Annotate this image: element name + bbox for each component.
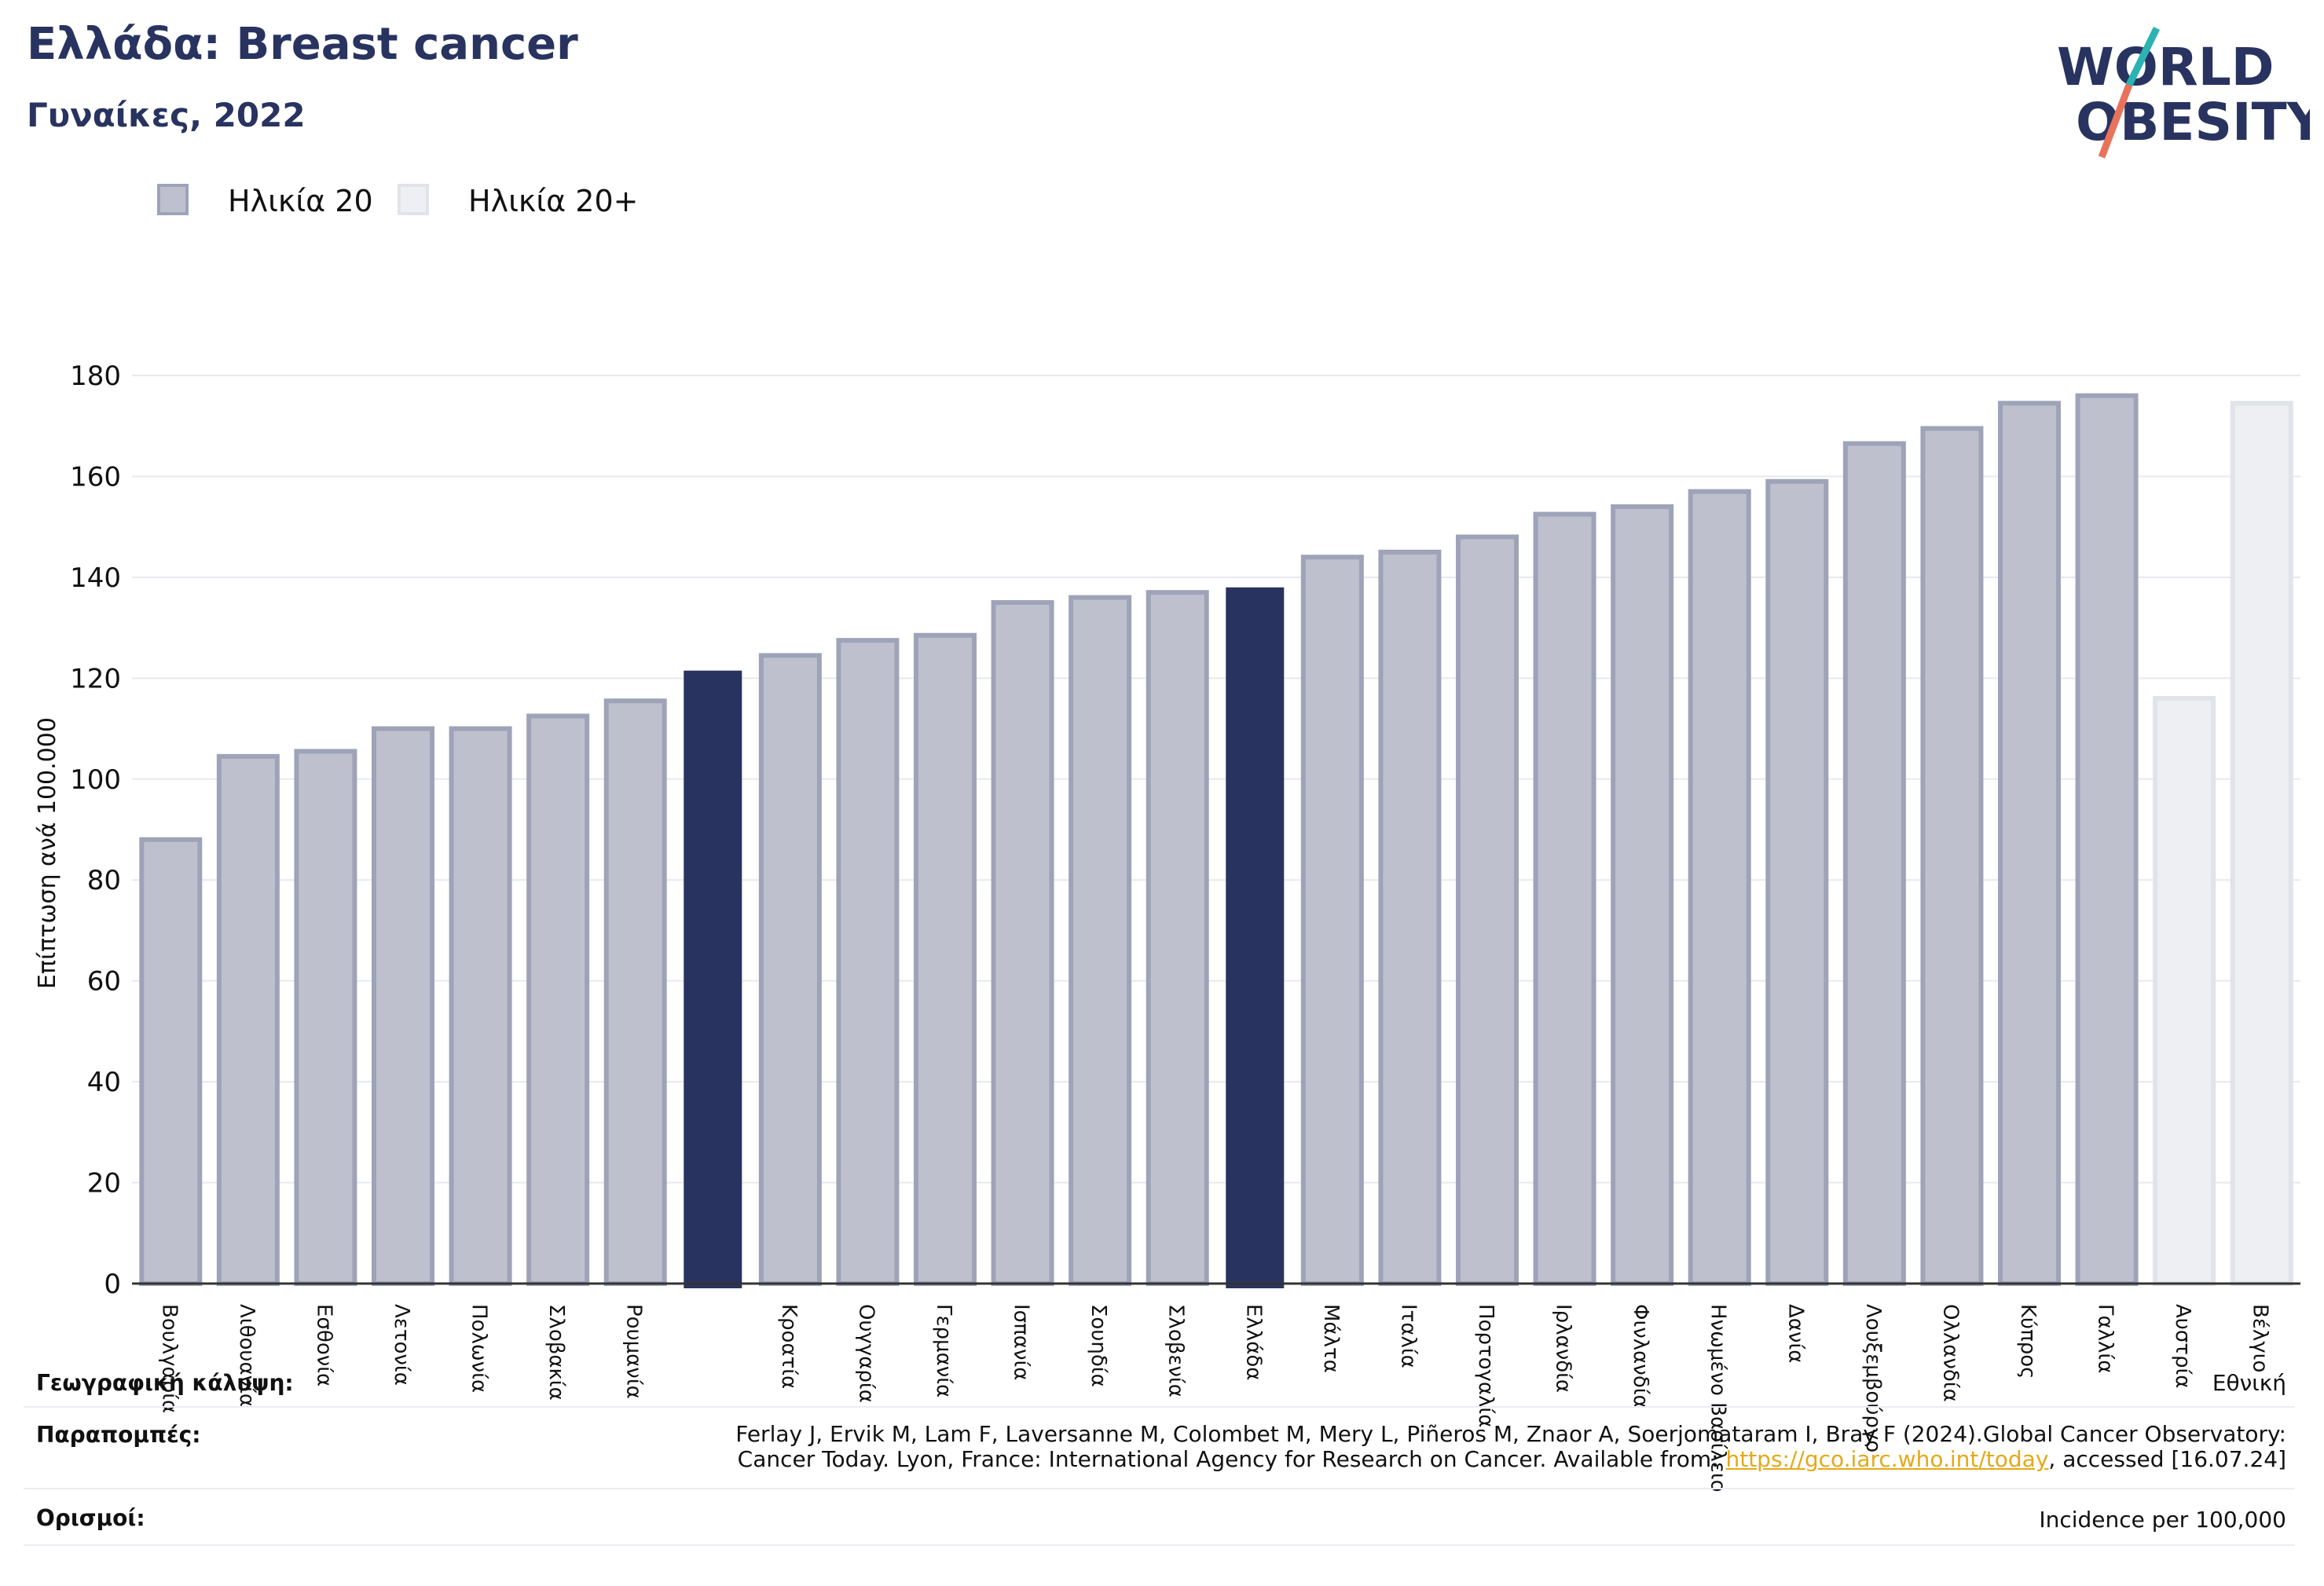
bar [1069, 595, 1132, 1286]
references-accessed: , accessed [16.07.24] [2048, 1446, 2286, 1472]
references-link[interactable]: https://gco.iarc.who.int/today [1725, 1446, 2049, 1472]
x-tick-label: Ισπανία [1010, 1304, 1033, 1380]
logo-slash-top [2125, 27, 2161, 86]
x-tick-label: Γαλλία [2094, 1304, 2117, 1373]
info-row-definitions: Ορισμοί: Incidence per 100,000 [24, 1488, 2294, 1546]
x-tick-label: Ηνωμένο Βασίλειο [1706, 1304, 1730, 1493]
logo-slash-bottom [2098, 83, 2133, 159]
legend-swatch [398, 184, 429, 215]
logo-graphic: WORLD OBESITY [2057, 27, 2324, 159]
bar [991, 600, 1054, 1286]
bars [139, 393, 2293, 1288]
x-tick-label: Σλοβενία [1164, 1304, 1188, 1397]
legend-label: Ηλικία 20 [228, 184, 373, 218]
bar [2075, 393, 2139, 1287]
y-tick-label: 160 [70, 461, 121, 493]
legend-swatch [157, 184, 189, 215]
x-tick-label: Λετονία [390, 1304, 413, 1386]
bar [1533, 511, 1596, 1286]
bar [1765, 478, 1829, 1286]
bar [294, 749, 357, 1286]
bar [1842, 441, 1906, 1287]
x-tick-label: Φινλανδία [1629, 1304, 1652, 1408]
y-tick-label: 100 [70, 764, 121, 796]
references-line-1: Ferlay J, Ervik M, Lam F, Laversanne M, … [735, 1421, 2286, 1447]
bar [684, 670, 742, 1288]
y-tick-label: 40 [87, 1067, 121, 1098]
x-tick-label: Δανία [1783, 1304, 1807, 1363]
bar [836, 638, 900, 1286]
y-tick-label: 80 [87, 865, 121, 896]
references-key: Παραπομπές: [36, 1422, 201, 1448]
x-tick-label: Λουξεμβούργο [1861, 1304, 1885, 1452]
x-tick-label: Μάλτα [1319, 1304, 1343, 1373]
x-tick-label: Πολωνία [467, 1304, 491, 1393]
references-text: Cancer Today. Lyon, France: Internationa… [737, 1446, 1726, 1472]
logo-line-1: WORLD [2057, 37, 2275, 97]
bar [526, 713, 590, 1286]
x-tick-label: Ιταλία [1396, 1304, 1420, 1368]
y-tick-label: 20 [87, 1168, 121, 1200]
x-tick-label: Ελλάδα [1241, 1304, 1265, 1380]
y-tick-label: 0 [104, 1269, 121, 1300]
legend-label: Ηλικία 20+ [468, 184, 639, 218]
bar [1226, 587, 1285, 1288]
definitions-value: Incidence per 100,000 [2039, 1507, 2286, 1533]
bar [449, 726, 512, 1286]
y-tick-label: 140 [70, 562, 121, 594]
references-line-2: Cancer Today. Lyon, France: Internationa… [735, 1447, 2286, 1472]
bar [2153, 696, 2216, 1286]
x-tick-label: Αυστρία [2171, 1304, 2194, 1388]
y-axis-label: Επίπτωση ανά 100.000 [34, 717, 61, 989]
x-tick-label: Ρουμανία [622, 1304, 646, 1399]
x-tick-label: Σλοβακία [544, 1304, 568, 1401]
bar [1456, 534, 1519, 1286]
bar [1998, 401, 2061, 1286]
y-tick-label: 180 [70, 361, 121, 392]
bar [603, 698, 667, 1286]
y-tick-label: 120 [70, 663, 121, 694]
x-tick-label: Βέλγιο [2249, 1304, 2272, 1372]
coverage-value: Εθνική [2212, 1370, 2286, 1396]
bar [2230, 401, 2293, 1286]
y-tick-label: 60 [87, 966, 121, 998]
x-tick-label: Λιθουανία [235, 1304, 258, 1407]
bar [372, 726, 434, 1286]
category-labels: Βουλγαρία Λιθουανία Εσθονία Λετονία Πολωνία Σ… [157, 1304, 2271, 1493]
y-axis-ticks: 0 20 40 60 80 100 120 140 160 180 [70, 361, 121, 1300]
bar [914, 632, 977, 1286]
bar [1378, 549, 1442, 1286]
x-tick-label: Βουλγαρία [157, 1304, 181, 1413]
references-value: Ferlay J, Ervik M, Lam F, Laversanne M, … [735, 1422, 2286, 1472]
bar [216, 753, 280, 1286]
x-tick-label: Ουγγαρία [854, 1304, 878, 1403]
x-tick-label: Σουηδία [1087, 1304, 1110, 1387]
bar [1688, 489, 1751, 1286]
x-tick-label: Γερμανία [932, 1304, 955, 1397]
bar [758, 653, 822, 1286]
bar [1146, 590, 1209, 1286]
definitions-key: Ορισμοί: [36, 1505, 145, 1531]
x-tick-label: Εσθονία [312, 1304, 335, 1386]
page-title: Ελλάδα: Breast cancer [27, 19, 578, 70]
x-tick-label: Κύπρος [2016, 1304, 2040, 1379]
x-tick-label: Κροατία [777, 1304, 801, 1389]
x-tick-label: Ιρλανδία [1552, 1304, 1575, 1393]
bar [1920, 426, 1984, 1286]
info-row-coverage: Γεωγραφική κάλυψη: Εθνική [24, 1357, 2294, 1408]
bar-chart: 0 20 40 60 80 100 120 140 160 180 Επίπτωση ανά 10… [34, 361, 2300, 1493]
bar [1611, 504, 1674, 1286]
info-row-references: Παραπομπές: Ferlay J, Ervik M, Lam F, La… [24, 1406, 2294, 1489]
bar [1300, 555, 1364, 1286]
x-tick-label: Ολλανδία [1938, 1304, 1962, 1402]
coverage-key: Γεωγραφική κάλυψη: [36, 1370, 294, 1396]
page-subtitle: Γυναίκες, 2022 [27, 96, 306, 134]
bar [139, 837, 203, 1287]
world-obesity-logo: WORLD OBESITY [2043, 22, 2324, 167]
